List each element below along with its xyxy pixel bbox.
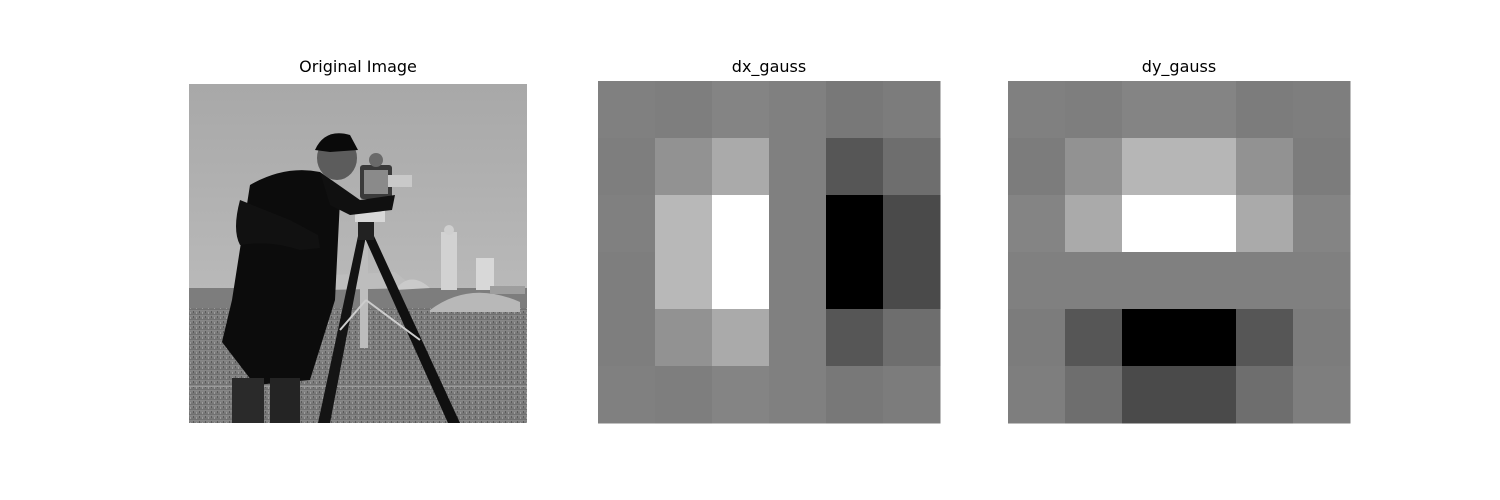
dx-gauss-cell-r2-c4 — [826, 195, 884, 253]
dx-gauss-cell-r4-c5 — [883, 309, 941, 367]
dy-gauss-cell-r5-c4 — [1236, 366, 1294, 424]
dy-gauss-cell-r3-c0 — [1008, 252, 1066, 310]
dy-gauss-cell-r2-c1 — [1065, 195, 1123, 253]
dy-gauss-cell-r1-c2 — [1122, 138, 1180, 196]
dy-gauss-cell-r4-c2 — [1122, 309, 1180, 367]
dy-gauss-cell-r4-c5 — [1293, 309, 1351, 367]
dx-gauss-cell-r1-c5 — [883, 138, 941, 196]
dy-gauss-title: dy_gauss — [1141, 57, 1217, 76]
dx-gauss-cell-r1-c3 — [769, 138, 827, 196]
dy-gauss-cell-r0-c0 — [1008, 81, 1066, 139]
dy-gauss-cell-r1-c0 — [1008, 138, 1066, 196]
dy-gauss-cell-r0-c3 — [1179, 81, 1237, 139]
dy-gauss-cell-r0-c1 — [1065, 81, 1123, 139]
photo-tripod — [318, 210, 460, 423]
dx-gauss-cell-r2-c1 — [655, 195, 713, 253]
dx-gauss-cell-r4-c0 — [598, 309, 656, 367]
dy-gauss-cell-r4-c4 — [1236, 309, 1294, 367]
dx-gauss-title: dx_gauss — [731, 57, 807, 76]
dy-gauss-cell-r5-c5 — [1293, 366, 1351, 424]
dx-gauss-cell-r0-c2 — [712, 81, 770, 139]
dy-gauss-cell-r2-c3 — [1179, 195, 1237, 253]
dy-gauss-cell-r5-c1 — [1065, 366, 1123, 424]
dy-gauss-cell-r4-c0 — [1008, 309, 1066, 367]
dx-gauss-cell-r4-c2 — [712, 309, 770, 367]
dy-gauss-heatmap — [1008, 81, 1351, 424]
original-image — [189, 84, 527, 423]
dx-gauss-heatmap — [598, 81, 941, 424]
dy-gauss-cell-r4-c1 — [1065, 309, 1123, 367]
dx-gauss-cell-r3-c0 — [598, 252, 656, 310]
dy-gauss-cell-r5-c3 — [1179, 366, 1237, 424]
dx-gauss-cell-r2-c3 — [769, 195, 827, 253]
dx-gauss-cell-r0-c3 — [769, 81, 827, 139]
dx-gauss-cell-r3-c5 — [883, 252, 941, 310]
photo-person — [222, 133, 395, 423]
dx-gauss-cell-r1-c2 — [712, 138, 770, 196]
original-image-title: Original Image — [299, 57, 417, 76]
dx-gauss-cell-r2-c2 — [712, 195, 770, 253]
dx-gauss-cell-r5-c1 — [655, 366, 713, 424]
dx-gauss-cell-r5-c2 — [712, 366, 770, 424]
dy-gauss-cell-r4-c3 — [1179, 309, 1237, 367]
dx-gauss-cell-r1-c1 — [655, 138, 713, 196]
dy-gauss-cell-r5-c0 — [1008, 366, 1066, 424]
dx-gauss-cell-r0-c5 — [883, 81, 941, 139]
dy-gauss-cell-r2-c5 — [1293, 195, 1351, 253]
dy-gauss-cell-r1-c3 — [1179, 138, 1237, 196]
photo-camera — [360, 153, 412, 199]
dx-gauss-cell-r4-c3 — [769, 309, 827, 367]
dy-gauss-cell-r3-c1 — [1065, 252, 1123, 310]
dx-gauss-cell-r3-c2 — [712, 252, 770, 310]
dx-gauss-cell-r0-c4 — [826, 81, 884, 139]
dx-gauss-cell-r4-c4 — [826, 309, 884, 367]
dx-gauss-cell-r4-c1 — [655, 309, 713, 367]
dy-gauss-cell-r0-c2 — [1122, 81, 1180, 139]
dy-gauss-cell-r1-c5 — [1293, 138, 1351, 196]
dx-gauss-cell-r3-c1 — [655, 252, 713, 310]
photo-track — [189, 386, 527, 387]
dy-gauss-cell-r1-c4 — [1236, 138, 1294, 196]
dy-gauss-cell-r0-c4 — [1236, 81, 1294, 139]
dx-gauss-cell-r5-c4 — [826, 366, 884, 424]
dy-gauss-cell-r3-c3 — [1179, 252, 1237, 310]
dy-gauss-cell-r0-c5 — [1293, 81, 1351, 139]
dx-gauss-cell-r1-c4 — [826, 138, 884, 196]
dx-gauss-cell-r5-c3 — [769, 366, 827, 424]
dy-gauss-cell-r5-c2 — [1122, 366, 1180, 424]
dy-gauss-cell-r2-c0 — [1008, 195, 1066, 253]
dx-gauss-cell-r3-c3 — [769, 252, 827, 310]
dy-gauss-cell-r3-c5 — [1293, 252, 1351, 310]
dx-gauss-cell-r3-c4 — [826, 252, 884, 310]
dy-gauss-cell-r2-c4 — [1236, 195, 1294, 253]
dy-gauss-cell-r3-c2 — [1122, 252, 1180, 310]
photo-buildings — [325, 225, 525, 312]
dy-gauss-cell-r2-c2 — [1122, 195, 1180, 253]
dx-gauss-cell-r5-c5 — [883, 366, 941, 424]
dx-gauss-cell-r0-c0 — [598, 81, 656, 139]
dx-gauss-cell-r2-c0 — [598, 195, 656, 253]
dy-gauss-cell-r3-c4 — [1236, 252, 1294, 310]
dy-gauss-cell-r1-c1 — [1065, 138, 1123, 196]
dx-gauss-cell-r2-c5 — [883, 195, 941, 253]
dx-gauss-cell-r0-c1 — [655, 81, 713, 139]
dx-gauss-cell-r5-c0 — [598, 366, 656, 424]
dx-gauss-cell-r1-c0 — [598, 138, 656, 196]
